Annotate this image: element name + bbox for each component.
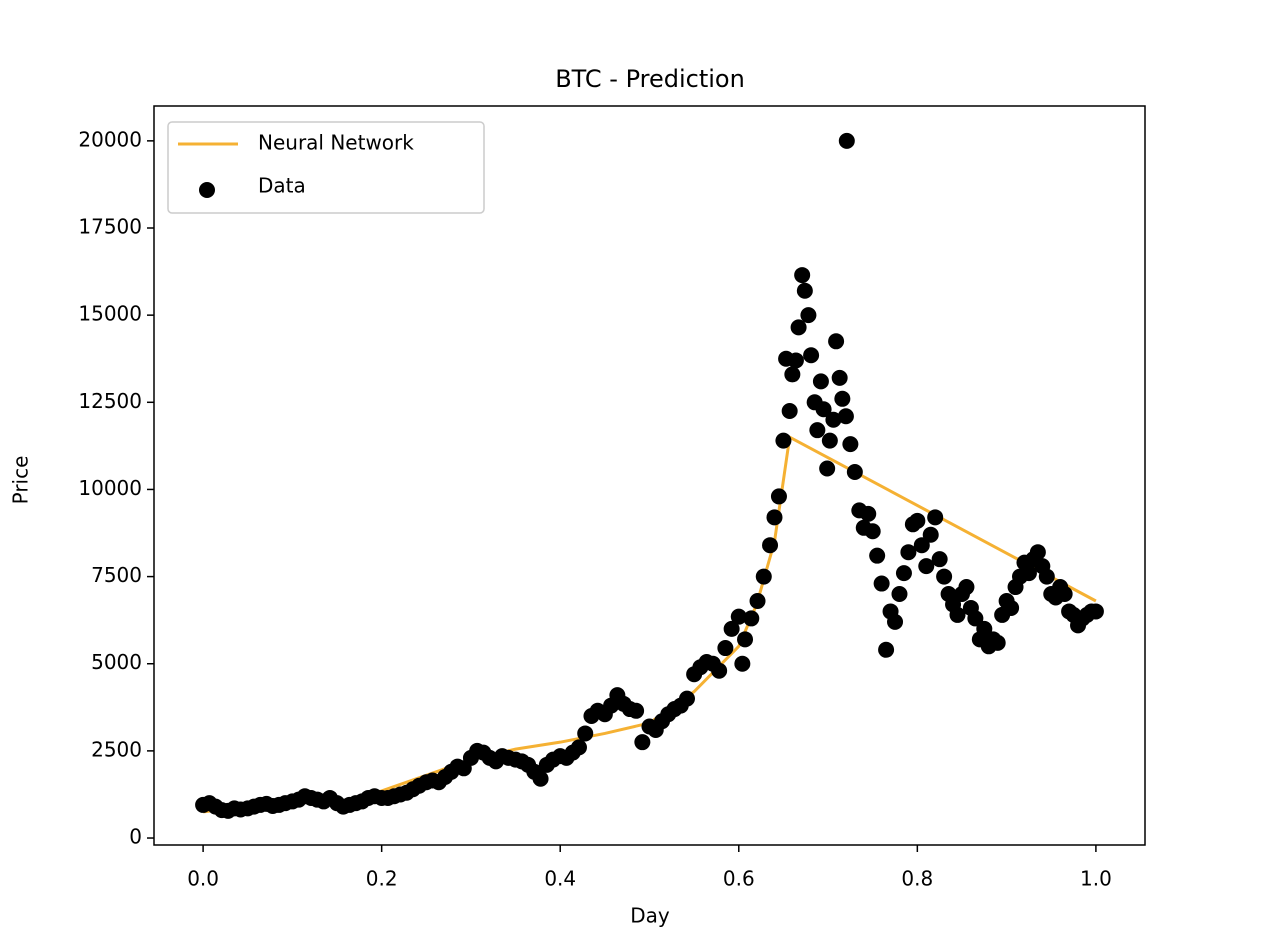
data-point (909, 512, 926, 529)
data-point (794, 267, 811, 284)
data-point (869, 547, 886, 564)
data-point (532, 770, 549, 787)
x-tick-label: 0.2 (366, 867, 398, 891)
data-point (864, 523, 881, 540)
data-point (819, 460, 836, 477)
data-point (803, 347, 820, 364)
data-point (737, 631, 754, 648)
data-point (821, 432, 838, 449)
data-point (1087, 603, 1104, 620)
data-point (711, 662, 728, 679)
data-point (936, 568, 953, 585)
data-point (749, 592, 766, 609)
data-point (891, 586, 908, 603)
legend-box (167, 121, 485, 214)
data-point (755, 568, 772, 585)
legend-marker (199, 182, 215, 198)
data-point (1003, 599, 1020, 616)
data-point (787, 352, 804, 369)
data-point (846, 464, 863, 481)
data-point (927, 509, 944, 526)
data-point (895, 565, 912, 582)
prediction-line (202, 434, 1097, 814)
data-point (842, 436, 859, 453)
x-tick-label: 0.6 (723, 867, 755, 891)
y-tick-label: 0 (129, 825, 142, 849)
data-point (825, 411, 842, 428)
data-point (838, 132, 855, 149)
data-point (958, 579, 975, 596)
data-point (577, 725, 594, 742)
data-point (831, 369, 848, 386)
data-point (873, 575, 890, 592)
data-point (784, 366, 801, 383)
data-point (790, 319, 807, 336)
data-point (762, 537, 779, 554)
data-point (834, 390, 851, 407)
data-point (809, 422, 826, 439)
data-point (743, 610, 760, 627)
data-point (828, 333, 845, 350)
data-point (887, 613, 904, 630)
x-tick-label: 0.4 (544, 867, 576, 891)
y-tick-label: 7500 (91, 563, 142, 587)
data-point (770, 488, 787, 505)
data-point (1020, 565, 1037, 582)
data-point (837, 408, 854, 425)
data-point (976, 620, 993, 637)
data-point (628, 702, 645, 719)
y-tick-label: 10000 (78, 476, 142, 500)
data-point (812, 373, 829, 390)
data-point (723, 620, 740, 637)
data-point (634, 734, 651, 751)
data-point (989, 634, 1006, 651)
data-point (900, 544, 917, 561)
y-tick-label: 20000 (78, 127, 142, 151)
data-point (878, 641, 895, 658)
data-point (815, 401, 832, 418)
data-point (860, 505, 877, 522)
y-axis-label: Price (9, 456, 33, 505)
data-point (1029, 544, 1046, 561)
data-point (678, 690, 695, 707)
x-tick-label: 1.0 (1080, 867, 1112, 891)
data-point (730, 608, 747, 625)
data-point (717, 640, 734, 657)
x-tick-label: 0.0 (187, 867, 219, 891)
y-tick-label: 12500 (78, 389, 142, 413)
data-point (913, 537, 930, 554)
y-tick-label: 15000 (78, 302, 142, 326)
data-point (766, 509, 783, 526)
data-point (931, 551, 948, 568)
data-point (800, 307, 817, 324)
data-point (922, 526, 939, 543)
data-point (775, 432, 792, 449)
data-point (918, 558, 935, 575)
y-tick-label: 17500 (78, 215, 142, 239)
data-point (734, 655, 751, 672)
legend-label: Data (258, 174, 306, 198)
data-point (1038, 568, 1055, 585)
y-tick-label: 5000 (91, 650, 142, 674)
legend-label: Neural Network (258, 131, 414, 155)
x-axis-label: Day (630, 904, 670, 928)
data-point (570, 739, 587, 756)
data-point (796, 282, 813, 299)
data-point (967, 610, 984, 627)
data-point (949, 606, 966, 623)
y-tick-label: 2500 (91, 737, 142, 761)
data-point (1056, 586, 1073, 603)
data-point (781, 403, 798, 420)
plot-frame (153, 105, 1146, 846)
x-tick-label: 0.8 (901, 867, 933, 891)
chart-title: BTC - Prediction (555, 65, 745, 93)
